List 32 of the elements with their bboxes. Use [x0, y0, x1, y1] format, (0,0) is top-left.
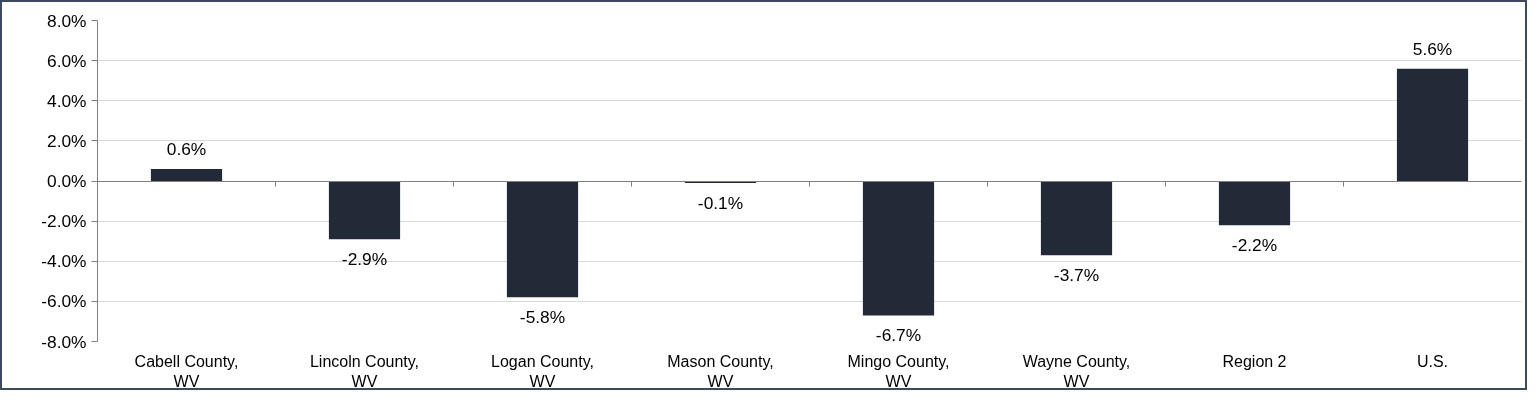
data-label: 5.6%: [1412, 38, 1453, 59]
x-tick-label: Lincoln County, WV: [309, 352, 420, 390]
x-tick-label: Cabell County, WV: [134, 352, 239, 390]
y-tick-label: -8.0%: [41, 331, 87, 352]
data-label: -0.1%: [697, 193, 744, 214]
data-label: -2.9%: [341, 249, 388, 270]
x-tick-label: Mingo County, WV: [847, 352, 950, 390]
bar: [862, 181, 935, 316]
y-tick-label: 2.0%: [47, 130, 87, 151]
y-tick-label: -2.0%: [41, 211, 87, 232]
data-label: 0.6%: [166, 138, 207, 159]
y-tick-label: -4.0%: [41, 251, 87, 272]
x-tick-label: Mason County, WV: [667, 352, 774, 390]
bar: [1396, 68, 1469, 181]
data-label: -2.2%: [1231, 235, 1278, 256]
data-label: -3.7%: [1053, 265, 1100, 286]
x-tick-label: Logan County, WV: [491, 352, 594, 390]
y-tick-label: -6.0%: [41, 291, 87, 312]
x-tick-label: Wayne County, WV: [1022, 352, 1131, 390]
bar: [150, 168, 223, 181]
x-tick-label: Region 2: [1222, 352, 1287, 370]
data-label: -5.8%: [519, 307, 566, 328]
y-tick-label: 0.0%: [47, 171, 87, 191]
data-label: -6.7%: [875, 325, 922, 346]
bar: [1040, 181, 1113, 256]
bar: [328, 181, 401, 240]
bar: [1218, 181, 1291, 226]
bar: [506, 181, 579, 298]
y-tick-label: 6.0%: [47, 50, 87, 71]
y-tick-label: 4.0%: [47, 90, 87, 111]
y-tick-label: 8.0%: [47, 10, 87, 31]
x-tick-label: U.S.: [1416, 352, 1449, 370]
